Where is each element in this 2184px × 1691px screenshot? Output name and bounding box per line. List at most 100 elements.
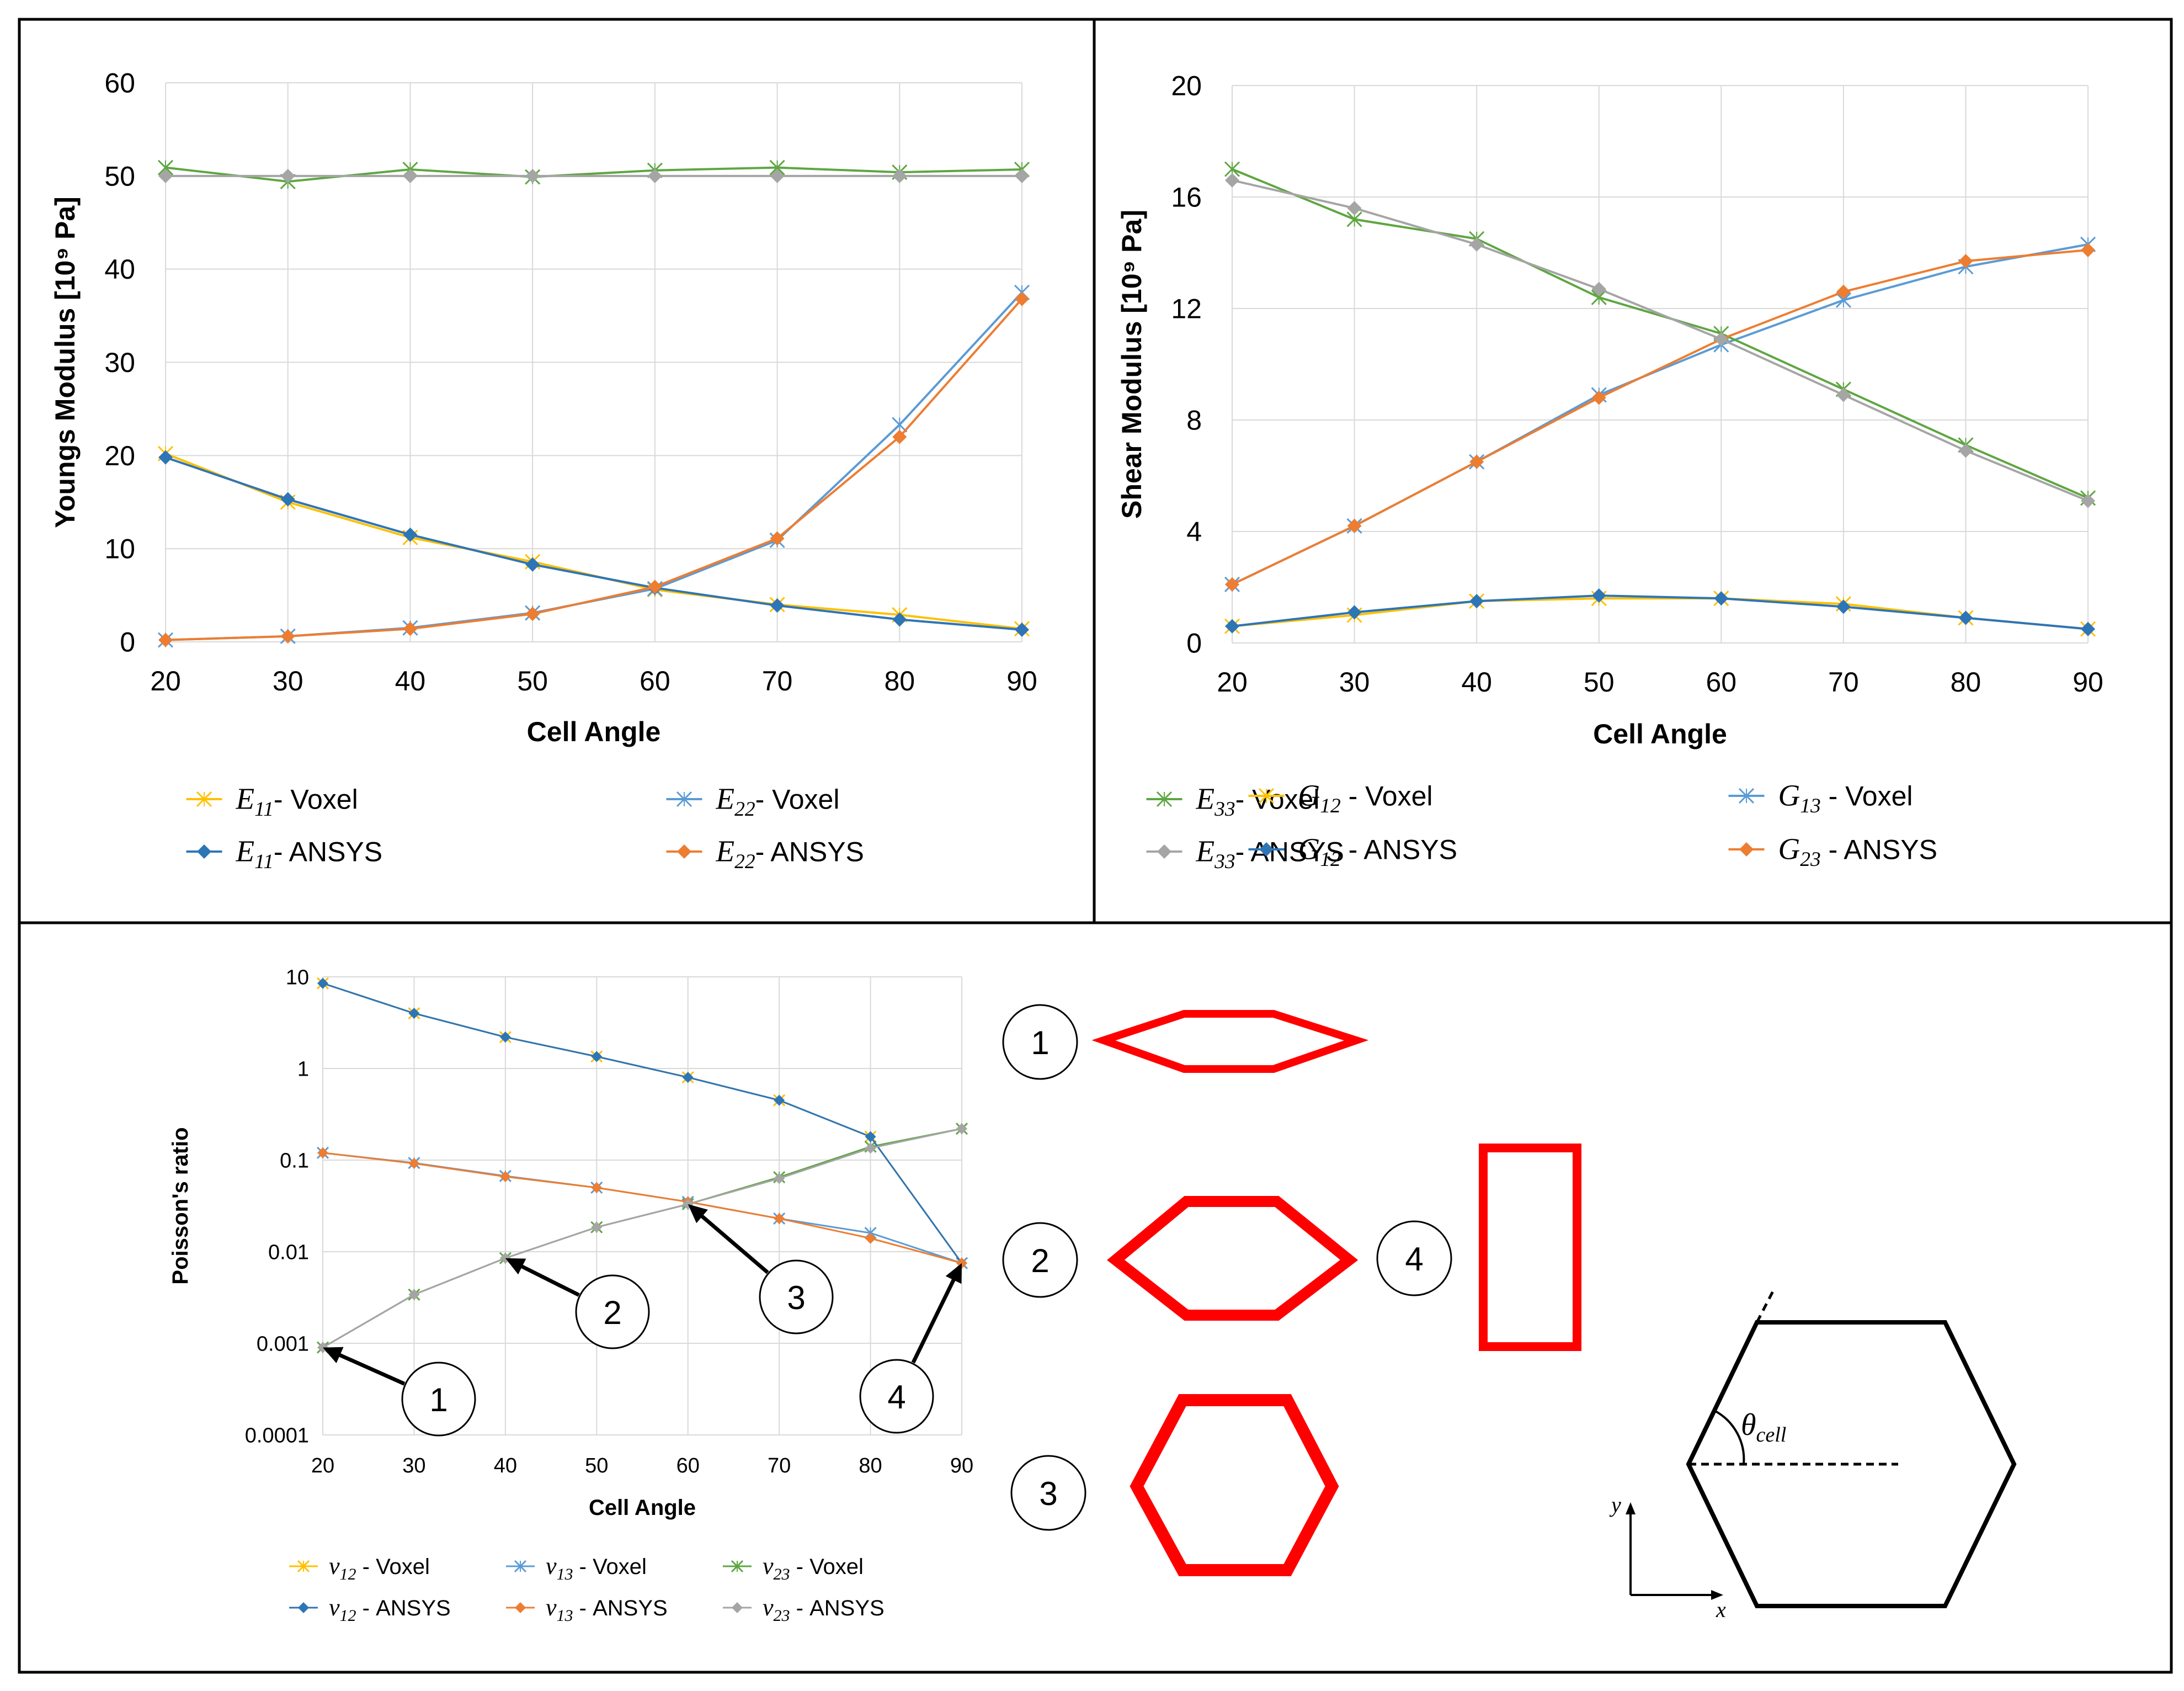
x-tick-label: 40 [395, 666, 426, 696]
y-tick-label: 50 [104, 161, 135, 192]
angle-arc [1714, 1410, 1745, 1465]
panel-borders [18, 18, 2173, 1674]
legend-marker [297, 1560, 310, 1573]
angle-label: θcell [1741, 1408, 1786, 1447]
data-point [1225, 577, 1239, 592]
data-point [774, 1213, 785, 1224]
shape-1-hexagon [1091, 1010, 1369, 1073]
x-tick-label: 20 [311, 1454, 334, 1477]
series-g23-ansys [1225, 242, 2095, 592]
y-tick-label: 1 [297, 1057, 309, 1081]
data-point [1347, 201, 1362, 216]
data-point [280, 168, 295, 183]
legend-label: E22- Voxel [716, 782, 840, 821]
legend-item: E33- ANSYS [1146, 834, 1344, 873]
y-tick-label: 0.0001 [245, 1424, 309, 1447]
y-axis-title: Poisson's ratio [168, 1127, 193, 1284]
x-tick-label: 60 [676, 1454, 700, 1477]
series-g12-ansys [1225, 588, 2095, 636]
data-point [1836, 387, 1851, 402]
legend-label: ν12 - Voxel [329, 1552, 430, 1583]
data-point [408, 1008, 420, 1019]
callout-label: 1 [429, 1381, 448, 1418]
x-tick-label: 80 [884, 666, 915, 696]
y-tick-label: 16 [1171, 182, 1202, 213]
y-axis-label: y [1609, 1492, 1621, 1517]
callout-arrow [513, 1261, 580, 1297]
data-point [1836, 599, 1851, 614]
data-point [770, 531, 785, 546]
data-point [499, 1171, 511, 1182]
data-point [158, 168, 173, 183]
legend-marker [1738, 788, 1755, 804]
shape-3: 3 [1010, 1394, 1339, 1576]
data-point [647, 579, 662, 594]
x-tick-label: 50 [1584, 667, 1615, 698]
x-tick-label: 20 [150, 666, 181, 696]
callout-1: 1 [323, 1347, 476, 1437]
data-point [1958, 254, 1973, 269]
data-point [158, 632, 173, 647]
shape-2-hexagon [1107, 1196, 1359, 1321]
legend-marker [1157, 844, 1171, 859]
series-line [322, 1152, 962, 1264]
callout-circle [859, 1359, 934, 1434]
series-g31-ansys [1225, 173, 2095, 508]
data-point [280, 492, 295, 507]
series-e33-ansys [158, 168, 1029, 183]
y-tick-label: 0.1 [280, 1149, 309, 1172]
legend-item: E11- Voxel [186, 782, 358, 821]
legend-item: ν23 - ANSYS [723, 1594, 885, 1625]
legend-label: E11- Voxel [236, 782, 358, 821]
data-point [1591, 281, 1606, 296]
legend-marker [1258, 788, 1275, 804]
shape-1: 1 [1002, 1004, 1369, 1080]
callout-arrow [331, 1349, 406, 1386]
y-tick-label: 0 [120, 627, 135, 658]
poissons-ratio-chart: 20 30 40 50 60 70 80 90 0.0001 0.001 0.01 0.1 1 10 Cel… [168, 966, 973, 1625]
legend-marker [196, 791, 212, 807]
x-tick-label: 70 [768, 1454, 791, 1477]
data-point [865, 1131, 876, 1142]
data-point [1347, 518, 1362, 533]
legend-item: ν12 - Voxel [289, 1552, 430, 1583]
series-e22-ansys [158, 291, 1029, 647]
y-tick-label: 0.01 [268, 1241, 309, 1264]
gridlines [322, 976, 962, 1435]
shape-4-rectangle [1479, 1144, 1581, 1351]
legend-item: E33- Voxel [1146, 782, 1319, 821]
y-tick-label: 8 [1186, 405, 1202, 436]
data-point [499, 1031, 511, 1043]
data-point [408, 1158, 420, 1169]
legend-label: G12 - ANSYS [1298, 832, 1457, 871]
y-tick-label: 0.001 [257, 1332, 309, 1355]
data-point [1015, 291, 1029, 306]
x-tick-label: 60 [1706, 667, 1736, 698]
data-point [591, 1051, 603, 1062]
shape-4: 4 [1376, 1144, 1581, 1351]
legend-item: E22- Voxel [666, 782, 840, 821]
legend-item: G13 - Voxel [1728, 779, 1913, 817]
shape-4-label: 4 [1405, 1241, 1423, 1278]
callout-circle [759, 1259, 834, 1334]
data-point [525, 168, 540, 183]
series-line [1232, 179, 2089, 502]
x-tick-label: 90 [950, 1454, 973, 1477]
data-point [1714, 332, 1729, 347]
data-point [774, 1094, 785, 1106]
y-tick-label: 30 [104, 347, 135, 378]
x-tick-label: 20 [1217, 667, 1248, 698]
data-point [1225, 173, 1239, 188]
x-tick-label: 40 [494, 1454, 517, 1477]
x-axis-title: Cell Angle [527, 716, 661, 747]
callout-label: 4 [887, 1379, 905, 1416]
legend-label: ν23 - ANSYS [763, 1594, 885, 1625]
legend-marker [298, 1602, 309, 1613]
legend-label: ν13 - ANSYS [546, 1594, 668, 1625]
x-tick-label: 40 [1461, 667, 1492, 698]
legend-item: E22- ANSYS [666, 834, 864, 873]
shape-3-hexagon [1130, 1394, 1339, 1576]
y-tick-label: 10 [286, 966, 309, 989]
data-point [1225, 619, 1239, 634]
y-tick-label: 20 [1171, 71, 1202, 102]
